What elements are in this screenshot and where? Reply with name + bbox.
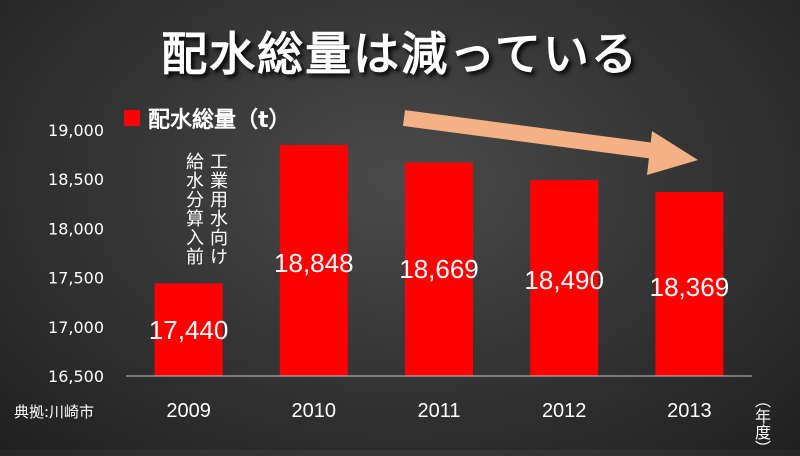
- data-label: 18,669: [399, 254, 479, 284]
- x-axis-unit: （年度）: [752, 392, 771, 456]
- bar: [530, 180, 599, 376]
- y-tick-label: 17,500: [48, 269, 104, 288]
- category-label: 2010: [292, 400, 337, 422]
- data-label: 18,369: [650, 272, 730, 302]
- data-label: 18,848: [274, 248, 354, 278]
- category-label: 2009: [166, 400, 211, 422]
- category-label: 2013: [667, 400, 712, 422]
- category-label: 2011: [417, 400, 460, 422]
- legend-swatch: [124, 110, 140, 126]
- trend-arrow-shaft: [402, 110, 664, 160]
- note-before-supply: 給水分算入前: [183, 152, 204, 266]
- y-tick-label: 16,500: [48, 367, 104, 386]
- bar: [655, 192, 724, 376]
- bar: [279, 144, 348, 376]
- bar: [154, 283, 223, 376]
- trend-arrow-head: [647, 131, 698, 175]
- bar: [405, 162, 473, 376]
- y-tick-label: 19,000: [48, 121, 104, 140]
- chart-title: 配水総量は減っている: [161, 27, 639, 81]
- y-tick-label: 18,500: [48, 170, 104, 189]
- note-industrial-water: 工業用水向け: [207, 152, 228, 266]
- legend: 配水総量（t）: [124, 102, 291, 134]
- legend-label: 配水総量（t）: [148, 108, 291, 133]
- category-label: 2012: [542, 400, 587, 422]
- y-tick-label: 18,000: [48, 219, 104, 238]
- data-label: 18,490: [524, 265, 604, 295]
- source-credit: 典拠:川崎市: [14, 403, 95, 421]
- y-tick-label: 17,000: [48, 318, 104, 337]
- data-label: 17,440: [149, 315, 229, 345]
